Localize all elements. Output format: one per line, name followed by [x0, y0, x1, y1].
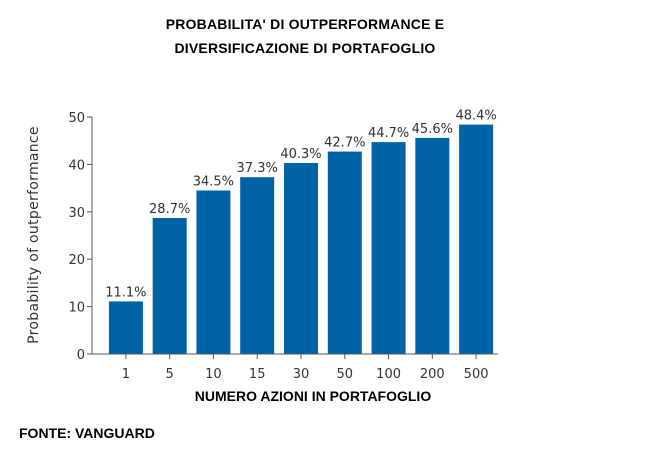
data-label-500: 48.4% [455, 109, 496, 124]
bar-10 [196, 190, 231, 354]
bar-15 [240, 177, 275, 354]
y-tick-label-30: 30 [68, 206, 85, 221]
data-label-15: 37.3% [237, 161, 278, 176]
source-note: FONTE: VANGUARD [19, 425, 155, 441]
x-tick-label-1: 1 [122, 367, 130, 382]
bar-30 [284, 163, 318, 354]
x-tick-label-50: 50 [337, 367, 354, 382]
chart-title-line-2: DIVERSIFICAZIONE DI PORTAFOGLIO [174, 40, 436, 56]
data-label-5: 28.7% [149, 202, 190, 217]
y-tick-label-0: 0 [77, 348, 85, 363]
x-tick-label-15: 15 [249, 367, 266, 382]
chart-title-line-1: PROBABILITA' DI OUTPERFORMANCE E [165, 16, 445, 32]
data-label-200: 45.6% [412, 122, 453, 137]
y-tick-label-50: 50 [68, 111, 85, 126]
bar-200 [415, 137, 450, 354]
chart-title: PROBABILITA' DI OUTPERFORMANCE E DIVERSI… [0, 12, 610, 60]
y-tick-label-40: 40 [68, 158, 85, 173]
bar-5 [152, 218, 187, 354]
data-label-1: 11.1% [105, 285, 146, 300]
x-tick-label-500: 500 [464, 367, 489, 382]
data-label-10: 34.5% [193, 175, 234, 190]
y-axis: 0 10 20 30 40 50 [68, 111, 93, 363]
bar-100 [371, 142, 406, 354]
data-label-30: 40.3% [280, 147, 321, 162]
bar-1 [108, 301, 143, 354]
x-axis-label: NUMERO AZIONI IN PORTAFOGLIO [195, 388, 432, 404]
x-axis: 1 5 10 15 30 50 100 200 500 [92, 353, 498, 382]
x-tick-label-10: 10 [205, 367, 222, 382]
bar-500 [459, 124, 494, 354]
x-tick-label-30: 30 [293, 367, 310, 382]
bars-group [108, 124, 494, 354]
x-tick-label-100: 100 [376, 367, 401, 382]
x-tick-label-5: 5 [166, 367, 174, 382]
data-label-100: 44.7% [368, 126, 409, 141]
y-tick-label-10: 10 [68, 301, 85, 316]
data-label-50: 42.7% [324, 136, 365, 151]
y-tick-label-20: 20 [68, 253, 85, 268]
data-labels-group: 11.1% 28.7%34.5%37.3%40.3%42.7%44.7% 45.6%… [105, 109, 497, 301]
x-tick-label-200: 200 [420, 367, 445, 382]
bar-50 [327, 151, 362, 354]
y-axis-label: Probability of outperformance [26, 126, 42, 344]
